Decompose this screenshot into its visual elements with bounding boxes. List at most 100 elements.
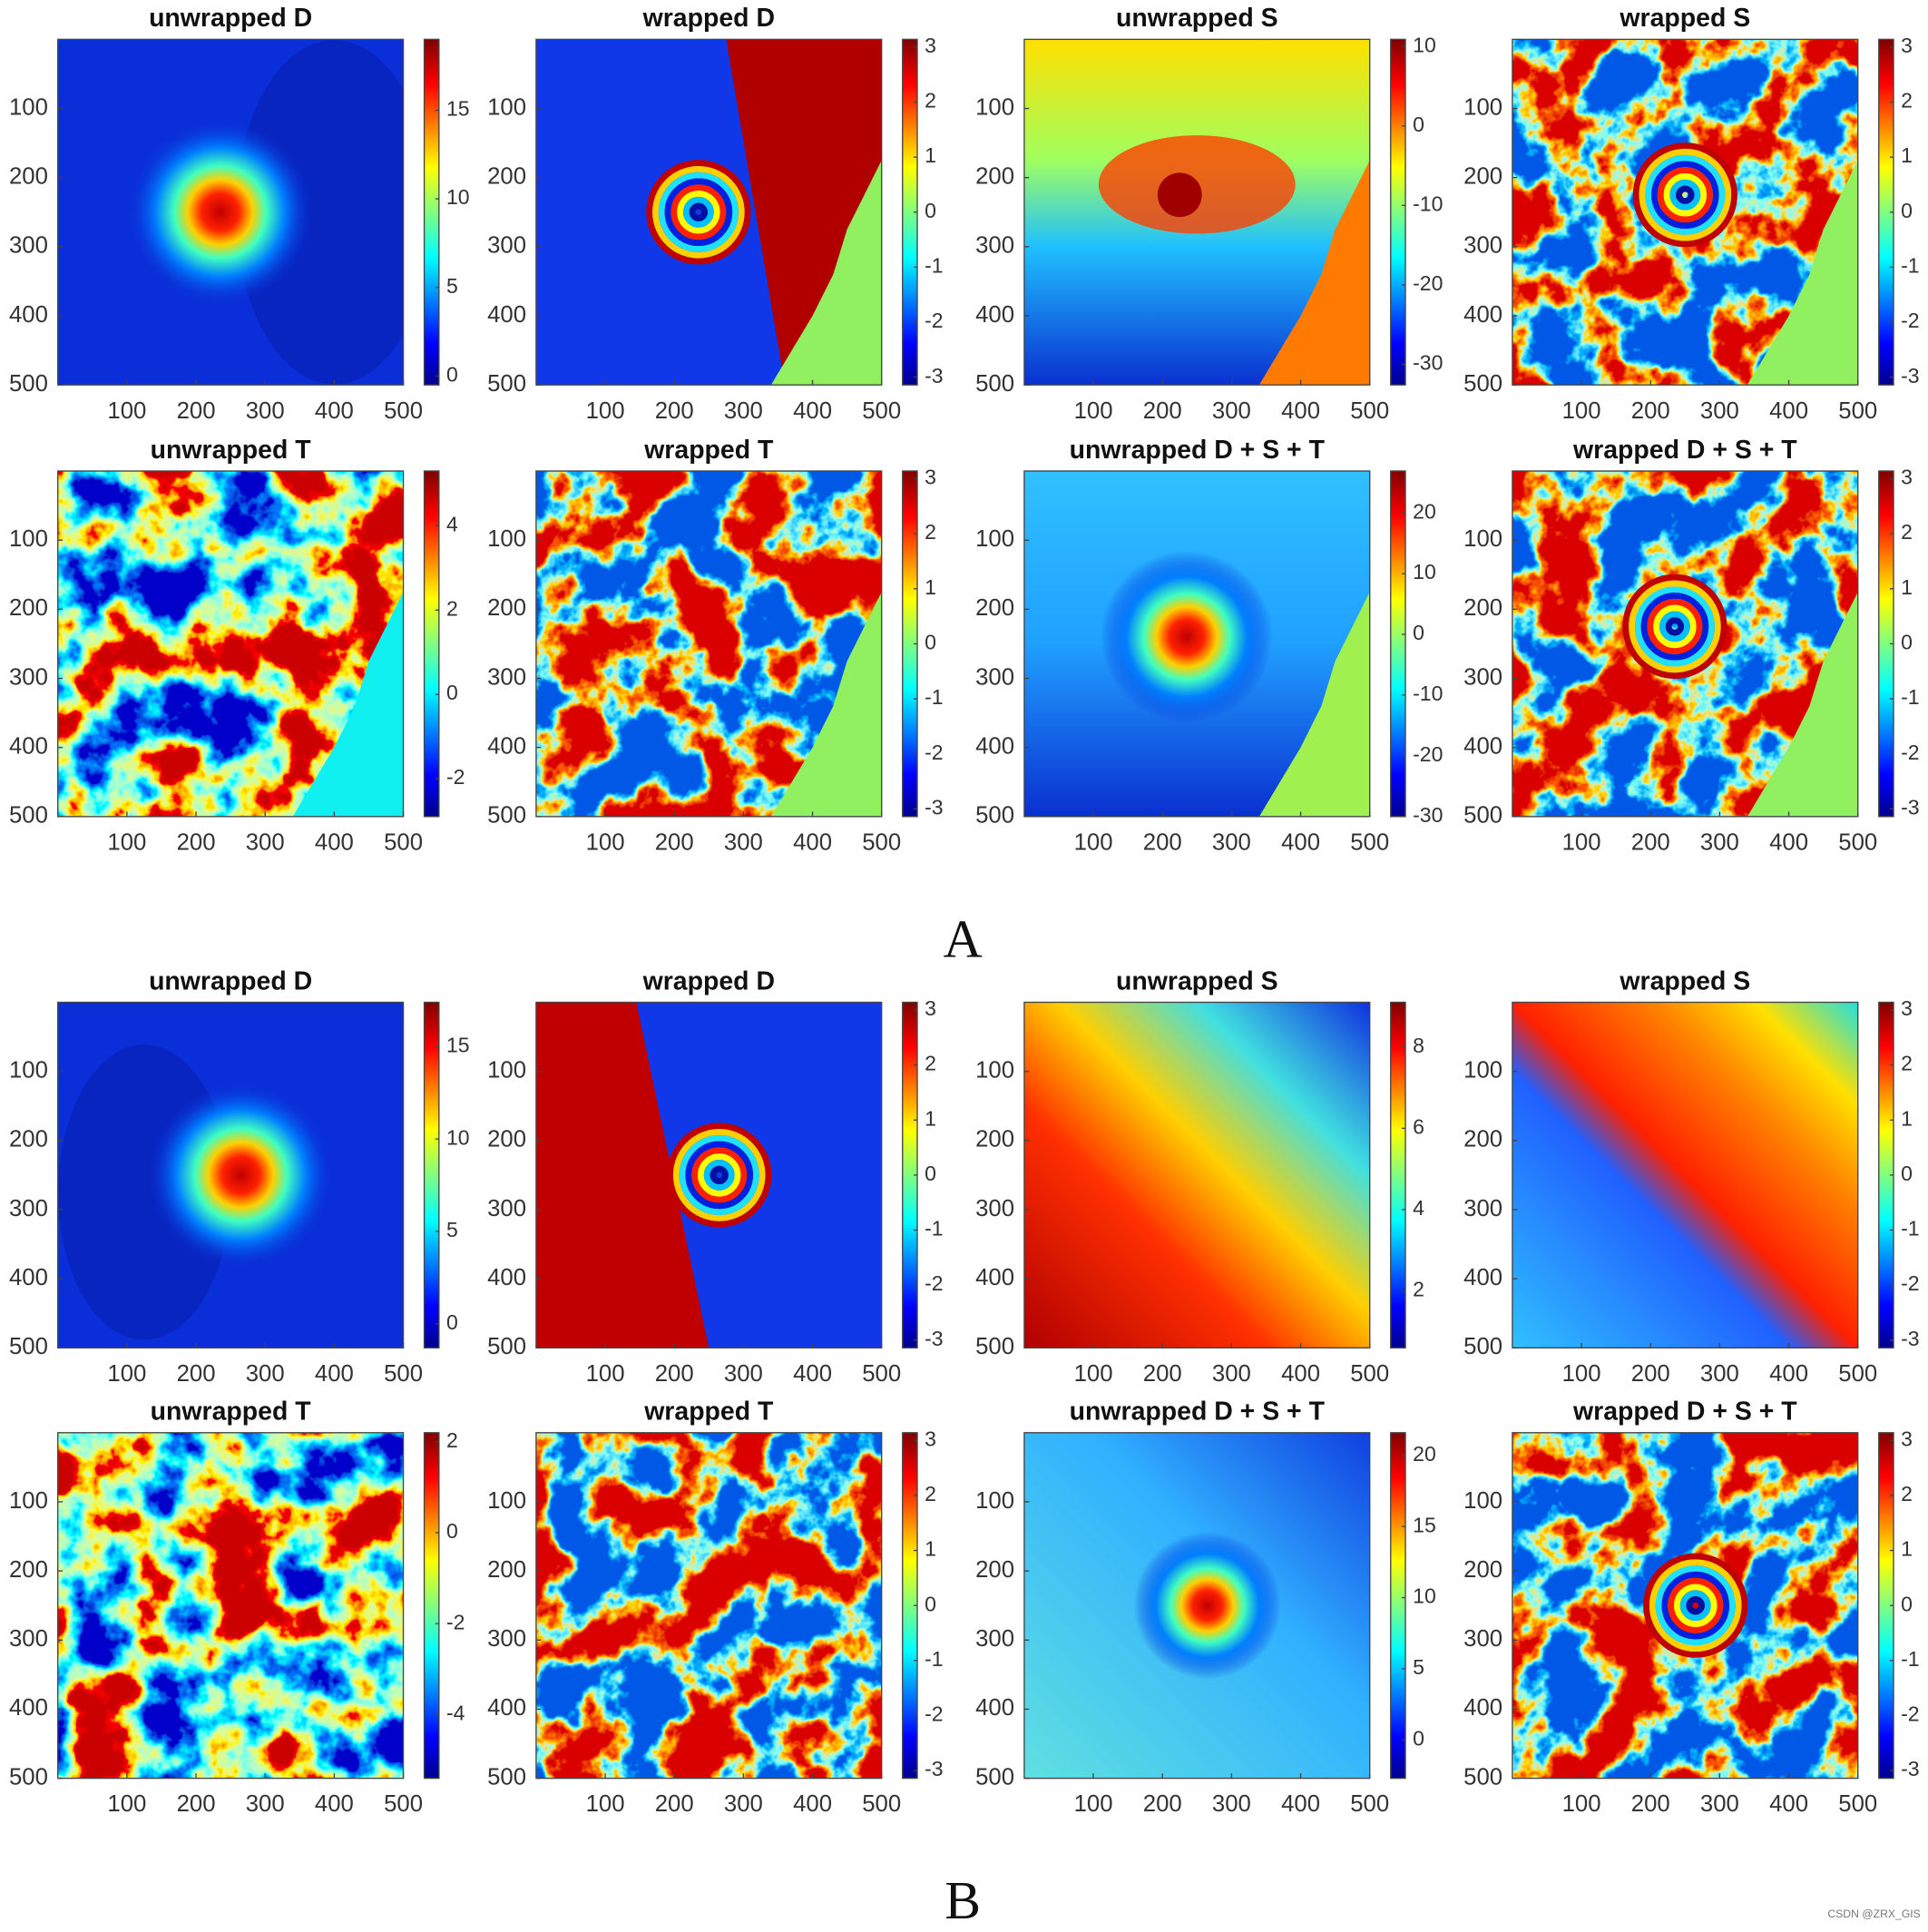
panel-title: wrapped S	[1619, 4, 1750, 33]
colorbar-tick-label: 0	[446, 1310, 458, 1334]
y-tick-label: 100	[9, 526, 48, 552]
fringe	[670, 184, 727, 240]
colorbar-tick-label: 0	[1413, 621, 1424, 644]
fringe	[1668, 1577, 1724, 1633]
colorbar-tick-label: -2	[1901, 1702, 1919, 1726]
colorbar-tick-label: 3	[1901, 34, 1913, 57]
heatmap-image	[57, 1002, 404, 1348]
colorbar-tick-label: 10	[1413, 560, 1436, 584]
fringe	[1655, 1565, 1736, 1646]
colorbar-tick-label: 1	[1901, 1106, 1913, 1130]
y-tick-label: 300	[9, 1196, 48, 1221]
x-tick-label: 300	[1700, 1791, 1739, 1817]
x-tick-label: 300	[246, 829, 285, 855]
x-tick-label: 500	[1350, 829, 1389, 855]
x-tick-label: 400	[793, 1361, 832, 1387]
y-tick-label: 400	[9, 1265, 48, 1290]
x-tick-label: 100	[1562, 829, 1601, 855]
x-tick-label: 200	[1143, 1361, 1182, 1387]
colorbar-tick-label: -2	[925, 1271, 943, 1295]
x-tick-label: 100	[586, 398, 625, 424]
y-tick-label: 400	[9, 302, 48, 328]
y-tick-label: 300	[975, 664, 1014, 690]
y-tick-label: 100	[487, 1488, 526, 1514]
x-tick-label: 500	[1838, 1361, 1877, 1387]
masked-area	[1258, 160, 1370, 386]
y-tick-label: 500	[9, 1334, 48, 1359]
y-tick-label: 300	[9, 233, 48, 259]
fringe	[685, 1141, 753, 1210]
field	[1512, 1002, 1858, 1348]
fringe	[1649, 1559, 1742, 1652]
fringe	[1676, 185, 1695, 204]
x-tick-label: 400	[1769, 829, 1808, 855]
colorbar-tick-label: 0	[446, 1519, 458, 1543]
deformation	[128, 120, 313, 305]
heatmap-image	[535, 1432, 882, 1779]
colorbar-tick-label: 15	[1413, 1513, 1436, 1536]
x-tick-label: 100	[1074, 1791, 1113, 1817]
fringe	[698, 1153, 741, 1197]
colorbar-tick-label: 1	[1901, 143, 1913, 167]
y-tick-label: 400	[487, 1265, 526, 1290]
x-tick-label: 400	[1281, 398, 1320, 424]
x-tick-label: 200	[1631, 398, 1670, 424]
y-tick-label: 100	[9, 1057, 48, 1083]
heatmap-image	[57, 39, 404, 386]
masked-area	[1747, 160, 1858, 386]
panel-title: unwrapped T	[151, 1398, 312, 1427]
y-tick-label: 500	[487, 1764, 526, 1790]
x-tick-label: 100	[1562, 1791, 1601, 1817]
panel: wrapped S 100 200 300 400 500 100 200 300 400 500 -…	[1463, 966, 1919, 1387]
colorbar	[423, 1432, 440, 1780]
axes-frame	[535, 470, 883, 818]
fringe	[1653, 604, 1697, 649]
y-tick-label: 300	[9, 664, 48, 690]
fringe	[1669, 179, 1701, 211]
colorbar	[1390, 470, 1406, 818]
panel-title: unwrapped D	[149, 966, 312, 995]
heatmap-image	[535, 471, 882, 817]
colorbar-tick-label: -1	[1901, 1647, 1919, 1671]
axes-frame	[57, 470, 405, 818]
fringe	[652, 165, 745, 259]
colorbar-tick-label: -3	[925, 1327, 943, 1350]
x-tick-label: 400	[315, 1361, 354, 1387]
colorbar-tick-label: -1	[1901, 685, 1919, 709]
heatmap-image	[1512, 39, 1858, 386]
y-tick-label: 300	[975, 1626, 1014, 1652]
x-tick-label: 500	[1838, 829, 1877, 855]
y-tick-label: 100	[975, 1057, 1014, 1083]
colorbar-tick-label: 10	[1413, 33, 1436, 56]
colorbar-tick-label: -30	[1413, 350, 1443, 374]
x-tick-label: 100	[1562, 398, 1601, 424]
heatmap-image	[535, 1002, 882, 1348]
panel-title: wrapped D + S + T	[1572, 1398, 1797, 1427]
x-tick-label: 300	[1212, 829, 1251, 855]
fringe	[664, 178, 733, 247]
axes-frame	[57, 1432, 405, 1780]
fringe	[1657, 167, 1713, 223]
deformation	[1133, 1531, 1282, 1680]
panel-title: unwrapped S	[1116, 4, 1278, 33]
x-tick-label: 100	[1074, 1361, 1113, 1387]
colorbar	[423, 470, 440, 818]
masked-area	[770, 592, 882, 817]
x-tick-label: 500	[384, 1361, 423, 1387]
colorbar-tick-label: -3	[925, 1757, 943, 1780]
x-tick-label: 200	[1143, 829, 1182, 855]
y-tick-label: 100	[1463, 1488, 1502, 1514]
colorbar-tick-label: 2	[925, 1482, 936, 1505]
x-tick-label: 300	[724, 1791, 763, 1817]
y-tick-label: 500	[975, 803, 1014, 829]
colorbar-tick-label: 4	[446, 512, 458, 535]
axes-frame	[1023, 1001, 1371, 1348]
y-tick-label: 200	[975, 595, 1014, 621]
heatmap-image	[57, 1432, 404, 1779]
y-tick-label: 400	[975, 302, 1014, 328]
